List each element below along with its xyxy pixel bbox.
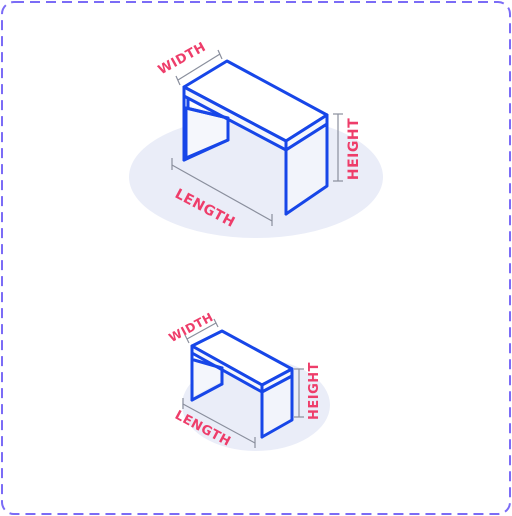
width-tick-end bbox=[217, 49, 223, 60]
length-dimension-line bbox=[171, 164, 273, 222]
width-dimension-line bbox=[177, 53, 221, 81]
desk-figure-small: WIDTH LENGTH HEIGHT bbox=[166, 310, 330, 451]
desk-figure-large: WIDTH LENGTH HEIGHT bbox=[129, 40, 383, 238]
height-label-small: HEIGHT bbox=[307, 362, 322, 420]
desk-inner-panel-small bbox=[194, 360, 220, 396]
desk-inner-top-edge-small bbox=[192, 358, 224, 370]
length-dimension-line-small bbox=[182, 403, 256, 444]
height-label: HEIGHT bbox=[346, 118, 362, 180]
width-tick-start bbox=[175, 75, 181, 86]
width-dimension-line-small bbox=[186, 322, 217, 340]
desk-left-leg-bottom-small bbox=[190, 382, 224, 402]
width-tick-end-small bbox=[213, 318, 219, 328]
desk-left-leg-bottom bbox=[182, 138, 230, 162]
desk-inner-top-edge bbox=[184, 106, 230, 120]
width-tick-start-small bbox=[184, 334, 190, 344]
